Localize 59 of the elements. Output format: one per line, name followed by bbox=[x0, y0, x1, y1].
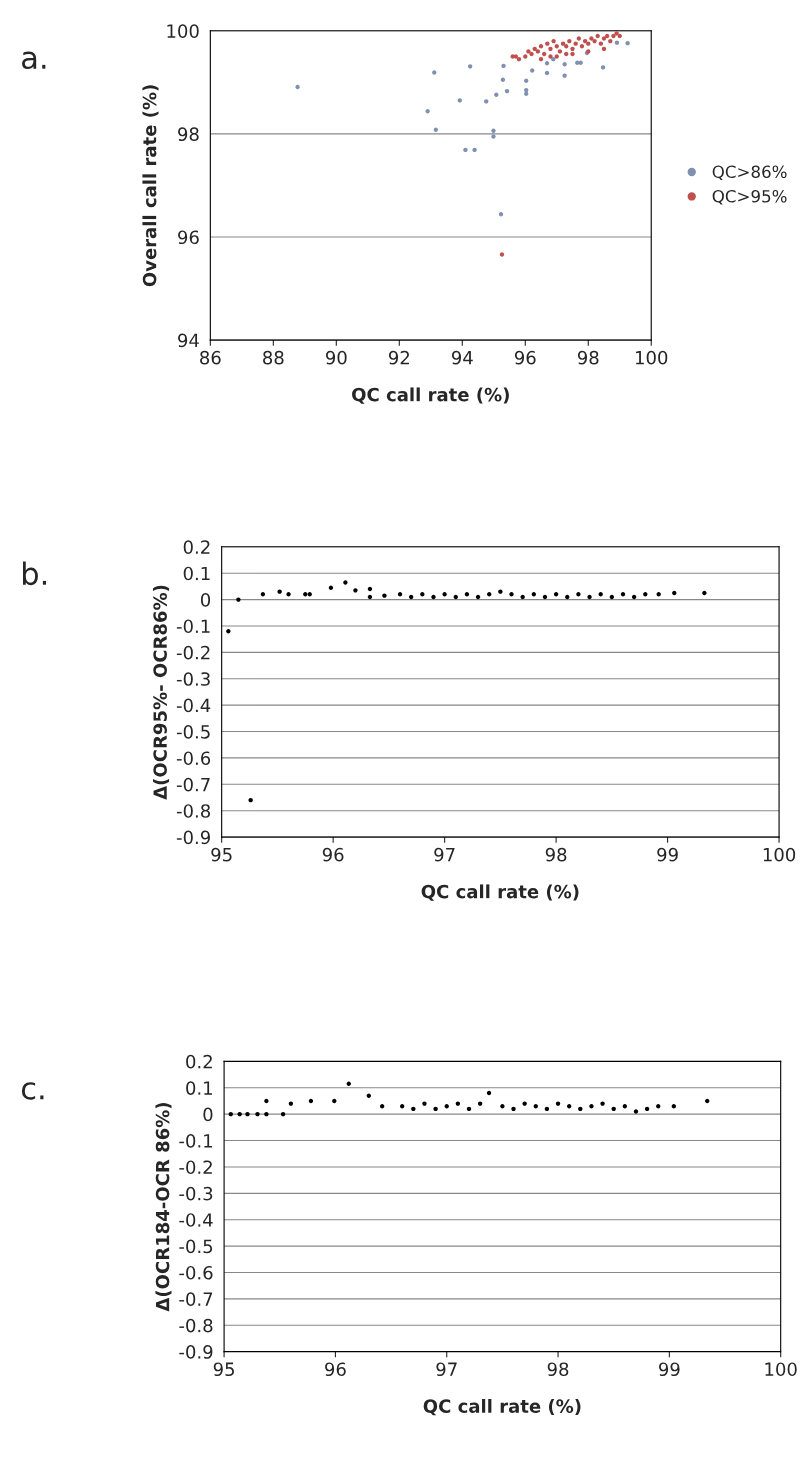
x-tick-label: 90 bbox=[325, 350, 347, 365]
x-tick-label: 95 bbox=[213, 1362, 234, 1377]
y-tick-label: 94 bbox=[178, 333, 199, 348]
y-tick-label: 0.1 bbox=[186, 1081, 213, 1095]
x-axis-title: QC call rate (%) bbox=[352, 387, 509, 404]
y-tick-label: -0.3 bbox=[179, 1186, 213, 1201]
y-tick-label: -0.4 bbox=[179, 1213, 213, 1227]
x-tick-label: 100 bbox=[763, 847, 796, 862]
x-tick-label: 98 bbox=[577, 350, 599, 365]
text: a. bbox=[22, 51, 46, 70]
y-tick-label: 96 bbox=[178, 230, 199, 245]
x-axis-title: QC call rate (%) bbox=[423, 1398, 581, 1416]
x-tick-label: 100 bbox=[765, 1362, 797, 1377]
x-tick-label: 96 bbox=[514, 350, 536, 365]
y-tick-label: -0.2 bbox=[176, 645, 210, 660]
x-tick-label: 86 bbox=[200, 350, 221, 365]
y-axis-title: Overall call rate (%) bbox=[142, 85, 159, 287]
text: b. bbox=[23, 561, 47, 586]
y-tick-label: 98 bbox=[178, 127, 199, 142]
y-tick-label: -0.9 bbox=[176, 830, 210, 845]
y-axis-title: Δ(OCR95%- OCR86%) bbox=[153, 585, 170, 800]
y-tick-label: -0.7 bbox=[176, 777, 210, 792]
y-tick-label: -0.4 bbox=[176, 698, 211, 713]
x-tick-label: 88 bbox=[263, 350, 284, 365]
y-tick-label: -0.3 bbox=[176, 672, 210, 686]
y-tick-label: 0 bbox=[203, 1107, 213, 1122]
x-tick-label: 95 bbox=[211, 847, 232, 862]
y-tick-label: -0.8 bbox=[176, 804, 211, 818]
x-tick-label: 97 bbox=[436, 1362, 457, 1377]
y-tick-label: 0.2 bbox=[183, 540, 210, 554]
x-tick-label: 99 bbox=[659, 1362, 680, 1377]
y-tick-label: -0.5 bbox=[179, 1239, 213, 1254]
legend-label: QC>86% bbox=[712, 165, 787, 180]
y-tick-label: -0.6 bbox=[179, 1265, 213, 1280]
y-tick-label: -0.7 bbox=[179, 1292, 213, 1306]
x-axis-title: QC call rate (%) bbox=[421, 884, 579, 901]
text: c. bbox=[21, 1082, 44, 1100]
x-tick-label: 99 bbox=[657, 847, 678, 862]
x-tick-label: 100 bbox=[636, 350, 668, 365]
y-tick-label: -0.5 bbox=[176, 724, 210, 739]
y-tick-label: -0.6 bbox=[176, 751, 211, 766]
x-tick-label: 94 bbox=[451, 350, 473, 365]
y-tick-label: -0.8 bbox=[179, 1318, 213, 1333]
x-tick-label: 92 bbox=[388, 350, 409, 365]
x-tick-label: 98 bbox=[547, 1362, 569, 1377]
x-tick-label: 97 bbox=[434, 847, 455, 862]
x-tick-label: 98 bbox=[545, 847, 567, 862]
y-tick-label: 100 bbox=[167, 24, 199, 38]
y-tick-label: 0.2 bbox=[186, 1054, 212, 1069]
y-tick-label: -0.1 bbox=[179, 1134, 213, 1148]
x-tick-label: 96 bbox=[322, 847, 344, 862]
x-tick-label: 96 bbox=[325, 1362, 346, 1377]
y-tick-label: 0.1 bbox=[183, 566, 210, 581]
legend-label: QC>95% bbox=[712, 189, 787, 205]
y-tick-label: -0.9 bbox=[179, 1345, 213, 1359]
y-tick-label: -0.2 bbox=[179, 1160, 212, 1175]
y-tick-label: 0 bbox=[200, 593, 211, 607]
y-axis-title: Δ(OCR184-OCR 86%) bbox=[155, 1102, 172, 1312]
y-tick-label: -0.1 bbox=[176, 619, 210, 634]
